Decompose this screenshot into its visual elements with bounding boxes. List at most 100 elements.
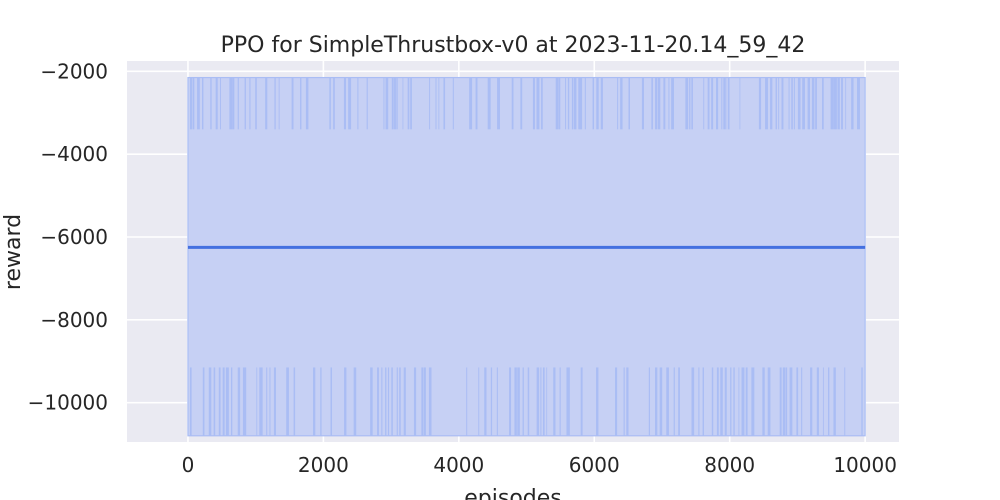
upper-band-spike	[833, 77, 836, 130]
upper-band-spike	[329, 77, 331, 130]
upper-band-spike	[278, 77, 280, 130]
upper-band-spike	[770, 77, 773, 130]
upper-band-spike	[584, 77, 586, 130]
upper-band-spike	[357, 77, 359, 130]
upper-band-spike	[739, 77, 741, 130]
x-tick-label: 4000	[433, 453, 484, 477]
upper-band-spike	[443, 77, 446, 130]
lower-band-spike	[698, 367, 700, 436]
upper-band-spike	[383, 77, 385, 130]
y-tick-label: −2000	[40, 59, 108, 83]
lower-band-spike	[673, 367, 675, 436]
upper-band-spike	[210, 77, 212, 130]
upper-band-spike	[232, 77, 235, 130]
upper-band-spike	[596, 77, 599, 130]
upper-band-spike	[657, 77, 661, 130]
lower-band-spike	[428, 367, 432, 436]
lower-band-spike	[810, 367, 813, 436]
lower-band-spike	[514, 367, 517, 436]
lower-band-spike	[391, 367, 393, 436]
upper-band-spike	[574, 77, 577, 130]
lower-band-spike	[208, 367, 212, 436]
chart-title: PPO for SimpleThrustbox-v0 at 2023-11-20…	[221, 33, 806, 58]
lower-band-spike	[330, 367, 333, 436]
lower-band-spike	[536, 367, 540, 436]
upper-band-spike	[435, 77, 437, 130]
upper-band-spike	[402, 77, 404, 130]
upper-band-spike	[703, 77, 705, 130]
upper-band-spike	[558, 77, 561, 130]
upper-band-spike	[438, 77, 440, 130]
upper-band-spike	[841, 77, 843, 130]
upper-band-spike	[689, 77, 691, 130]
upper-band-spike	[255, 77, 257, 130]
lower-band-spike	[816, 367, 819, 436]
lower-band-spike	[861, 367, 863, 436]
lower-band-spike	[218, 367, 221, 436]
lower-band-spike	[724, 367, 727, 436]
upper-band-spike	[237, 77, 239, 130]
lower-band-spike	[844, 367, 846, 436]
lower-band-spike	[423, 367, 426, 436]
upper-band-spike	[536, 77, 540, 130]
upper-band-spike	[520, 77, 523, 130]
lower-band-spike	[202, 367, 205, 436]
lower-band-spike	[691, 367, 695, 436]
x-axis-title: episodes	[464, 486, 562, 500]
upper-band-spike	[565, 77, 567, 130]
upper-band-spike	[721, 77, 723, 130]
upper-band-spike	[333, 77, 335, 130]
lower-band-spike	[745, 367, 748, 436]
lower-band-spike	[213, 367, 216, 436]
lower-band-spike	[509, 367, 512, 436]
lower-band-spike	[751, 367, 755, 436]
upper-band-spike	[391, 77, 394, 130]
lower-band-spike	[242, 367, 246, 436]
lower-band-spike	[827, 367, 830, 436]
lower-band-spike	[259, 367, 263, 436]
lower-band-spike	[490, 367, 493, 436]
lower-band-spike	[782, 367, 786, 436]
lower-band-spike	[478, 367, 480, 436]
lower-band-spike	[245, 367, 247, 436]
upper-band-spike	[707, 77, 710, 130]
lower-band-spike	[230, 367, 233, 436]
lower-band-spike	[738, 367, 740, 436]
lower-band-spike	[377, 367, 379, 436]
lower-band-spike	[385, 367, 387, 436]
upper-band-spike	[857, 77, 860, 130]
upper-band-spike	[305, 77, 309, 130]
upper-band-spike	[725, 77, 727, 130]
upper-band-spike	[511, 77, 514, 130]
lower-band-spike	[568, 367, 570, 436]
upper-band-spike	[343, 77, 347, 130]
upper-band-spike	[793, 77, 795, 130]
upper-band-spike	[532, 77, 535, 130]
upper-band-spike	[620, 77, 623, 130]
x-tick-label: 6000	[569, 453, 620, 477]
upper-band-spike	[668, 77, 670, 130]
upper-band-spike	[396, 77, 398, 130]
upper-band-spike	[475, 77, 478, 130]
upper-band-spike	[837, 77, 840, 130]
lower-band-spike	[801, 367, 803, 436]
upper-band-spike	[807, 77, 811, 130]
upper-band-spike	[797, 77, 801, 130]
upper-band-spike	[851, 77, 854, 130]
upper-band-spike	[727, 77, 730, 130]
upper-band-spike	[541, 77, 543, 130]
upper-band-spike	[244, 77, 246, 130]
lower-band-spike	[553, 367, 556, 436]
upper-band-spike	[197, 77, 200, 130]
band-spikes	[189, 77, 863, 436]
lower-band-spike	[466, 367, 468, 436]
x-tick-label: 2000	[298, 453, 349, 477]
lower-band-spike	[733, 367, 735, 436]
upper-band-spike	[300, 77, 302, 130]
lower-band-spike	[730, 367, 732, 436]
upper-band-spike	[202, 77, 204, 130]
upper-band-spike	[845, 77, 847, 130]
lower-band-spike	[320, 367, 322, 436]
upper-band-spike	[229, 77, 233, 130]
lower-band-spike	[615, 367, 618, 436]
